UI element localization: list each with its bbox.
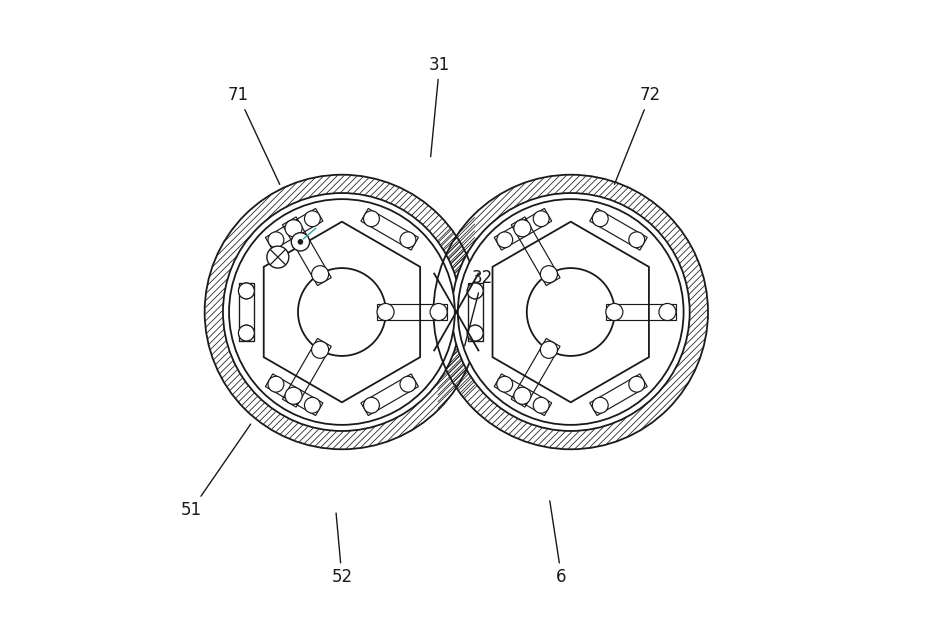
Text: 6: 6 [550,501,567,587]
Circle shape [238,283,254,299]
Circle shape [430,303,447,321]
Circle shape [312,341,329,358]
Circle shape [268,232,284,248]
Circle shape [497,232,513,248]
Circle shape [541,266,558,283]
Circle shape [238,325,254,341]
Circle shape [629,376,644,392]
Circle shape [238,325,254,341]
Circle shape [267,246,289,268]
Circle shape [629,232,644,248]
Circle shape [285,388,302,404]
Circle shape [304,397,320,413]
Text: 71: 71 [228,86,280,185]
Circle shape [592,397,608,413]
Circle shape [400,232,416,248]
Circle shape [533,211,549,227]
Text: 32: 32 [464,270,493,346]
Circle shape [606,303,623,321]
Circle shape [363,397,379,413]
Circle shape [229,199,455,425]
Circle shape [291,233,309,251]
Circle shape [514,388,531,404]
Circle shape [223,193,460,431]
Circle shape [658,303,676,321]
Text: 72: 72 [615,86,660,184]
Circle shape [458,199,684,425]
Circle shape [268,376,284,392]
Circle shape [467,283,483,299]
Circle shape [312,266,329,283]
Circle shape [467,325,483,341]
Circle shape [298,240,303,244]
Circle shape [304,211,320,227]
Circle shape [541,341,558,358]
Circle shape [497,376,513,392]
Circle shape [592,211,608,227]
Circle shape [533,397,549,413]
Circle shape [452,193,689,431]
Circle shape [400,376,416,392]
Circle shape [467,325,483,341]
Text: 51: 51 [180,424,250,519]
Circle shape [514,220,531,236]
Circle shape [285,220,302,236]
Circle shape [238,283,254,299]
Text: 52: 52 [332,513,352,587]
Circle shape [467,283,483,299]
Circle shape [363,211,379,227]
Circle shape [377,303,394,321]
Text: 31: 31 [429,56,450,157]
